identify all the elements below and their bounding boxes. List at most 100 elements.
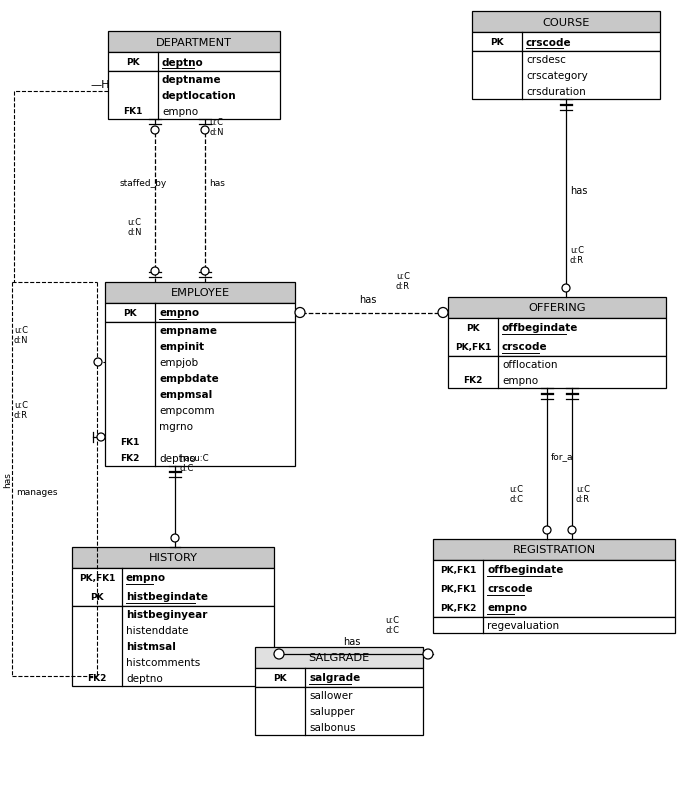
Text: PK: PK [90, 592, 104, 602]
Text: PK,FK1: PK,FK1 [455, 342, 491, 351]
Text: empjob: empjob [159, 358, 198, 367]
Circle shape [438, 308, 448, 318]
Text: histcomments: histcomments [126, 657, 200, 667]
Circle shape [274, 649, 284, 659]
Bar [108, 72, 280, 119]
Text: salgrade: salgrade [309, 673, 360, 683]
Bar [105, 304, 295, 322]
Text: empno: empno [502, 375, 538, 386]
Text: has: has [359, 295, 377, 305]
Bar [255, 647, 423, 668]
Bar [255, 687, 423, 735]
Text: crscode: crscode [487, 584, 533, 593]
Text: DEPARTMENT: DEPARTMENT [156, 38, 232, 47]
Text: histbegindate: histbegindate [126, 592, 208, 602]
Text: has: has [3, 472, 12, 488]
Text: empno: empno [126, 573, 166, 583]
Text: PK: PK [490, 38, 504, 47]
Bar [433, 618, 675, 634]
Text: histbeginyear: histbeginyear [126, 610, 208, 619]
Circle shape [201, 127, 209, 135]
Text: empname: empname [159, 326, 217, 335]
Bar [433, 561, 675, 618]
Text: deptname: deptname [162, 75, 221, 85]
Bar [472, 12, 660, 33]
Bar [108, 32, 280, 53]
Circle shape [201, 268, 209, 276]
Text: empmsal: empmsal [159, 390, 213, 399]
Text: SALGRADE: SALGRADE [308, 653, 370, 662]
Text: u:C
d:C: u:C d:C [509, 484, 523, 504]
Bar [448, 357, 666, 388]
Text: deptno: deptno [162, 58, 204, 67]
Text: crscode: crscode [526, 38, 571, 47]
Bar [108, 53, 280, 72]
Text: staffed_by: staffed_by [120, 180, 167, 188]
Text: has: has [570, 186, 587, 196]
Text: FK1: FK1 [120, 438, 139, 447]
Text: offbegindate: offbegindate [502, 323, 578, 333]
Text: empbdate: empbdate [159, 374, 219, 383]
Text: HISTORY: HISTORY [148, 553, 197, 563]
Text: salupper: salupper [309, 706, 355, 716]
Text: PK,FK1: PK,FK1 [79, 573, 115, 582]
Text: histmsal: histmsal [126, 642, 176, 651]
Text: deptno: deptno [159, 453, 196, 464]
Text: empno: empno [487, 603, 527, 613]
Circle shape [295, 308, 305, 318]
Text: has: has [344, 636, 361, 646]
Text: PK: PK [126, 58, 140, 67]
Circle shape [97, 433, 105, 441]
Text: sallower: sallower [309, 691, 353, 700]
Text: for_a: for_a [551, 452, 573, 461]
Bar [72, 547, 274, 569]
Text: PK: PK [124, 309, 137, 318]
Circle shape [171, 534, 179, 542]
Text: offlocation: offlocation [502, 359, 558, 370]
Text: FK2: FK2 [88, 674, 107, 683]
Bar [472, 52, 660, 100]
Bar [433, 539, 675, 561]
Text: regevaluation: regevaluation [487, 620, 559, 630]
Text: manages: manages [16, 488, 57, 496]
Text: empcomm: empcomm [159, 406, 215, 415]
Circle shape [568, 526, 576, 534]
Text: hasu:C
d:C: hasu:C d:C [179, 453, 208, 472]
Text: empinit: empinit [159, 342, 204, 351]
Bar [255, 668, 423, 687]
Text: COURSE: COURSE [542, 18, 590, 27]
Text: FK1: FK1 [124, 107, 143, 116]
Text: FK2: FK2 [120, 454, 139, 463]
Text: deptlocation: deptlocation [162, 91, 237, 101]
Text: u:C
d:N: u:C d:N [14, 325, 28, 345]
Bar [105, 282, 295, 304]
Text: u:C
d:C: u:C d:C [385, 615, 399, 634]
Bar [105, 322, 295, 467]
Text: EMPLOYEE: EMPLOYEE [170, 288, 230, 298]
Text: u:C
d:N: u:C d:N [127, 217, 141, 237]
Text: FK2: FK2 [463, 376, 483, 385]
Text: —H: —H [90, 80, 110, 90]
Text: empno: empno [162, 107, 198, 117]
Circle shape [151, 127, 159, 135]
Text: u:C
d:N: u:C d:N [209, 117, 224, 137]
Text: has: has [209, 180, 225, 188]
Text: crsduration: crsduration [526, 87, 586, 97]
Text: deptno: deptno [126, 673, 163, 683]
Text: OFFERING: OFFERING [529, 303, 586, 313]
Circle shape [423, 649, 433, 659]
Bar [448, 298, 666, 318]
Text: salbonus: salbonus [309, 722, 355, 732]
Bar [472, 33, 660, 52]
Text: PK,FK2: PK,FK2 [440, 603, 476, 612]
Bar [448, 318, 666, 357]
Text: PK,FK1: PK,FK1 [440, 585, 476, 593]
Text: crscode: crscode [502, 342, 548, 352]
Text: crsdesc: crsdesc [526, 55, 566, 65]
Text: empno: empno [159, 308, 199, 318]
Text: mgrno: mgrno [159, 422, 193, 431]
Text: PK,FK1: PK,FK1 [440, 565, 476, 574]
Text: PK: PK [466, 323, 480, 333]
Text: u:C
d:R: u:C d:R [576, 484, 590, 504]
Text: u:C
d:R: u:C d:R [14, 400, 28, 419]
